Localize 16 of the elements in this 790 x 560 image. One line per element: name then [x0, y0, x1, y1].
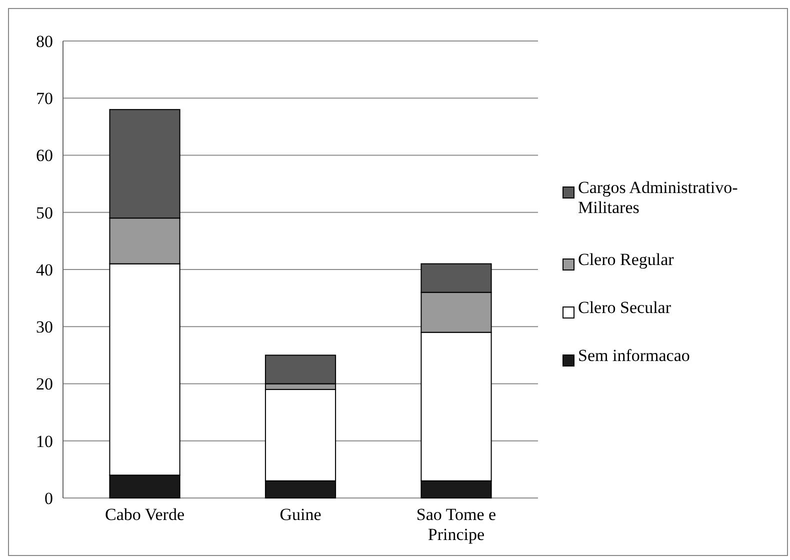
y-tick-label: 50 [36, 203, 53, 222]
y-tick-label: 70 [36, 89, 53, 108]
y-tick-label: 0 [44, 488, 53, 508]
y-tick-label: 40 [36, 260, 53, 280]
legend-label: Clero Secular [578, 298, 672, 317]
x-tick-label: Cabo Verde [105, 505, 185, 524]
x-tick-label: Guine [280, 505, 322, 524]
legend-label: Sem informacao [578, 346, 690, 365]
y-tick-label: 30 [36, 318, 53, 337]
y-tick-label: 80 [36, 32, 53, 51]
y-tick-label: 20 [36, 374, 53, 394]
legend-label: Clero Regular [578, 250, 674, 269]
x-tick-label: Sao Tome e Principe [416, 505, 496, 544]
y-tick-label: 60 [36, 146, 53, 166]
y-tick-label: 10 [36, 432, 53, 451]
legend-label: Cargos Administrativo-Militares [578, 178, 738, 217]
